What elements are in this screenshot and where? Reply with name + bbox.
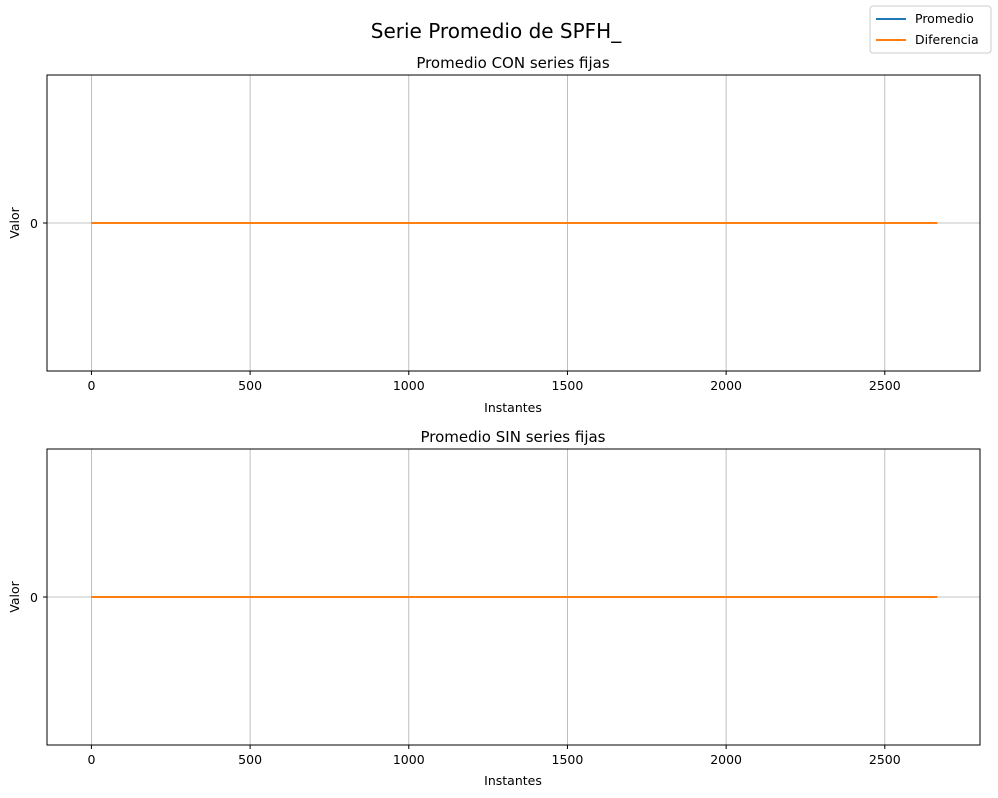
x-tick-label: 2500 — [869, 378, 901, 393]
axes-title: Promedio CON series fijas — [416, 54, 610, 72]
x-tick-label: 0 — [87, 752, 95, 767]
x-tick-label: 1000 — [393, 752, 425, 767]
y-ticks: 0 — [30, 216, 47, 231]
axes-con-series-fijas: Promedio CON series fijas 0 500 1000 1500 20… — [7, 54, 981, 415]
y-axis-label: Valor — [7, 206, 22, 238]
x-tick-label: 0 — [87, 378, 95, 393]
y-tick-label: 0 — [30, 216, 38, 231]
y-axis-label: Valor — [7, 580, 22, 612]
x-tick-label: 1500 — [552, 378, 584, 393]
x-axis-label: Instantes — [484, 400, 542, 415]
axes-sin-series-fijas: Promedio SIN series fijas 0 500 1000 1500 20… — [7, 428, 981, 788]
legend-label-promedio: Promedio — [915, 11, 974, 26]
y-ticks: 0 — [30, 590, 47, 605]
legend: Promedio Diferencia — [869, 5, 992, 54]
legend-frame — [869, 5, 992, 54]
x-tick-label: 500 — [238, 378, 262, 393]
x-tick-label: 1000 — [393, 378, 425, 393]
y-tick-label: 0 — [30, 590, 38, 605]
x-tick-label: 500 — [238, 752, 262, 767]
x-ticks: 0 500 1000 1500 2000 2500 — [87, 745, 901, 767]
axes-title: Promedio SIN series fijas — [420, 428, 605, 446]
x-tick-label: 1500 — [552, 752, 584, 767]
figure-title: Serie Promedio de SPFH_ — [371, 19, 622, 43]
x-tick-label: 2000 — [710, 752, 742, 767]
x-tick-label: 2000 — [710, 378, 742, 393]
x-ticks: 0 500 1000 1500 2000 2500 — [87, 371, 901, 393]
legend-label-diferencia: Diferencia — [915, 32, 979, 47]
x-axis-label: Instantes — [484, 773, 542, 788]
x-tick-label: 2500 — [869, 752, 901, 767]
